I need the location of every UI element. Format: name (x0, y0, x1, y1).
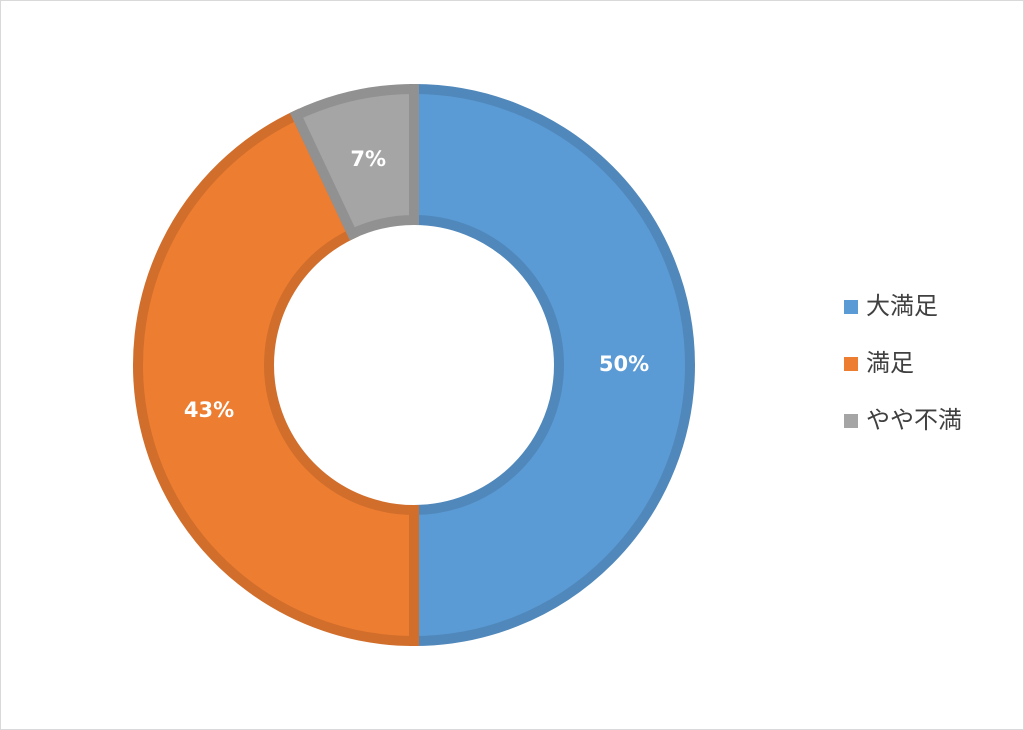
data-label: 50% (599, 352, 649, 376)
legend-label: 大満足 (866, 292, 938, 320)
legend-label: やや不満 (866, 406, 962, 434)
data-label: 7% (350, 147, 386, 171)
doughnut-segment (133, 108, 419, 647)
legend-swatch (844, 357, 858, 371)
doughnut-segment (409, 83, 695, 647)
data-label: 43% (184, 398, 234, 422)
legend-swatch (844, 414, 858, 428)
legend-swatch (844, 300, 858, 314)
legend-label: 満足 (866, 349, 914, 377)
doughnut-segment (289, 83, 419, 241)
